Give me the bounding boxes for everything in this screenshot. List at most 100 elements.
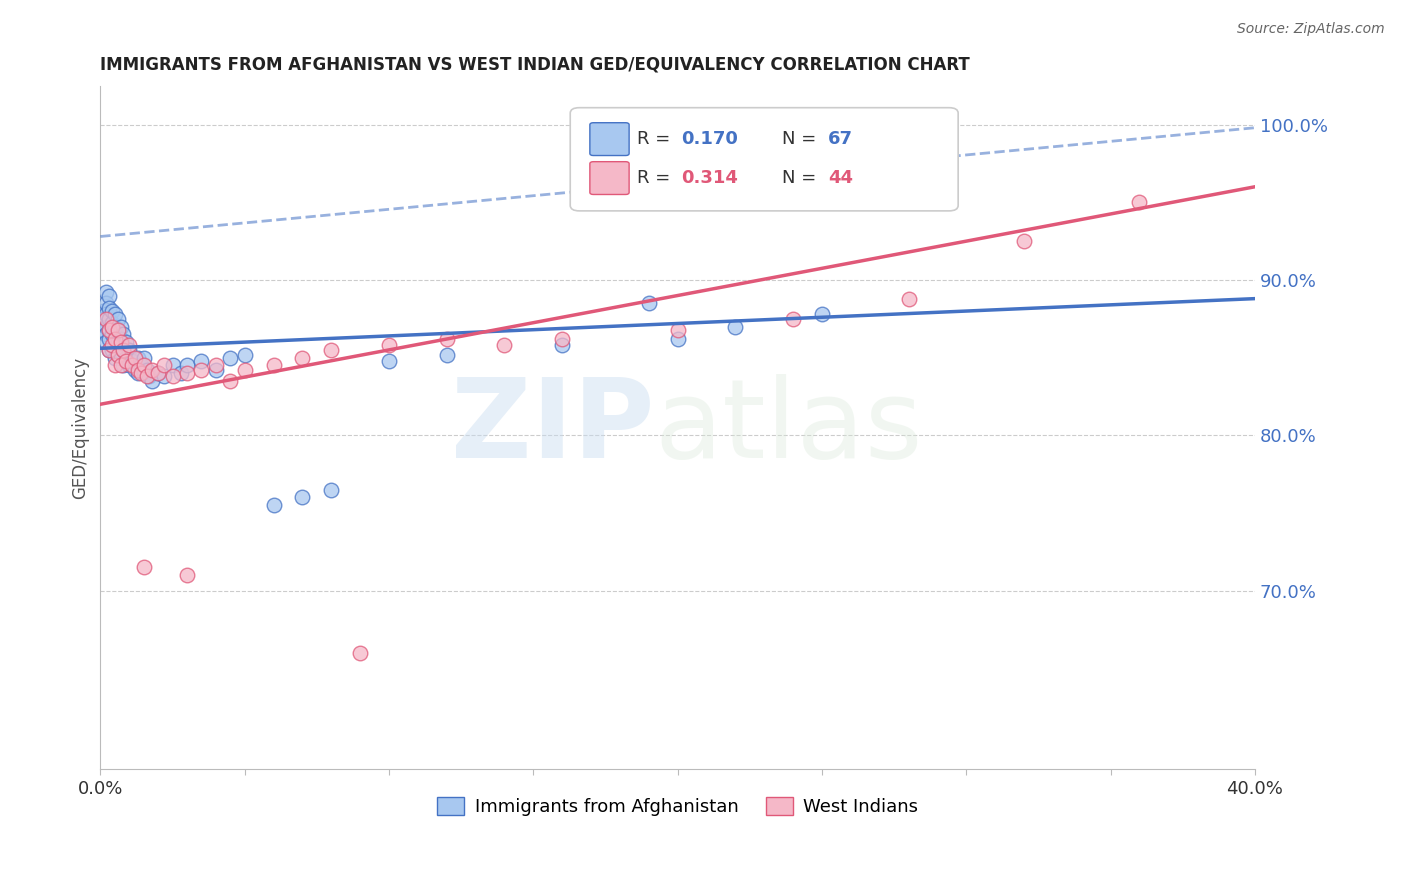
Point [118, 343, 141, 357]
Point [94, 285, 117, 300]
Point [782, 311, 804, 326]
Point [291, 491, 314, 505]
Text: N =: N = [782, 130, 821, 148]
Point [233, 347, 256, 361]
Point [724, 319, 747, 334]
Point [101, 317, 124, 331]
Point [104, 319, 127, 334]
Point [190, 353, 212, 368]
Point [291, 351, 314, 365]
Point [121, 353, 143, 368]
Point [110, 335, 132, 350]
Point [204, 359, 226, 373]
Point [146, 366, 169, 380]
Point [112, 343, 135, 357]
Point [94, 296, 117, 310]
Point [579, 128, 602, 143]
Point [124, 363, 146, 377]
Point [124, 351, 146, 365]
FancyBboxPatch shape [591, 123, 628, 155]
Point [176, 359, 198, 373]
Point [112, 343, 135, 357]
Point [94, 327, 117, 342]
Point [110, 332, 132, 346]
Point [115, 351, 138, 365]
Point [378, 353, 401, 368]
Point [162, 369, 184, 384]
Point [104, 359, 127, 373]
Point [551, 332, 574, 346]
Point [138, 369, 160, 384]
Text: atlas: atlas [655, 374, 922, 481]
Point [94, 307, 117, 321]
Point [637, 296, 659, 310]
Point [98, 288, 121, 302]
Point [129, 366, 152, 380]
Text: 0.314: 0.314 [681, 169, 738, 187]
Point [127, 366, 149, 380]
Point [107, 335, 129, 350]
FancyBboxPatch shape [571, 108, 957, 211]
Point [129, 359, 152, 373]
Point [91, 304, 114, 318]
Point [132, 560, 155, 574]
Point [112, 359, 135, 373]
Point [436, 347, 458, 361]
Point [233, 363, 256, 377]
Point [170, 366, 193, 380]
Point [104, 351, 127, 365]
Point [897, 292, 920, 306]
Y-axis label: GED/Equivalency: GED/Equivalency [72, 357, 89, 499]
Point [153, 369, 176, 384]
Point [436, 332, 458, 346]
Point [132, 366, 155, 380]
Point [110, 351, 132, 365]
Point [190, 363, 212, 377]
Point [115, 335, 138, 350]
Point [107, 323, 129, 337]
Point [107, 311, 129, 326]
Point [153, 359, 176, 373]
Point [98, 323, 121, 337]
Point [378, 338, 401, 352]
Point [132, 351, 155, 365]
Point [107, 347, 129, 361]
Point [101, 319, 124, 334]
Point [98, 343, 121, 357]
Point [104, 307, 127, 321]
Point [112, 327, 135, 342]
Point [219, 351, 242, 365]
Point [1128, 195, 1150, 210]
Point [94, 311, 117, 326]
Point [1012, 234, 1035, 248]
Point [204, 363, 226, 377]
FancyBboxPatch shape [591, 161, 628, 194]
Point [94, 335, 117, 350]
Point [94, 319, 117, 334]
Point [98, 343, 121, 357]
Point [110, 319, 132, 334]
Text: 0.170: 0.170 [681, 130, 738, 148]
Point [176, 366, 198, 380]
Text: IMMIGRANTS FROM AFGHANISTAN VS WEST INDIAN GED/EQUIVALENCY CORRELATION CHART: IMMIGRANTS FROM AFGHANISTAN VS WEST INDI… [100, 55, 970, 73]
Point [811, 307, 834, 321]
Point [98, 301, 121, 315]
Point [494, 338, 516, 352]
Point [91, 311, 114, 326]
Point [101, 343, 124, 357]
Point [107, 323, 129, 337]
Text: R =: R = [637, 130, 676, 148]
Point [263, 359, 285, 373]
Point [321, 343, 343, 357]
Text: ZIP: ZIP [451, 374, 655, 481]
Point [666, 332, 689, 346]
Text: 44: 44 [828, 169, 852, 187]
Point [263, 498, 285, 512]
Point [98, 311, 121, 326]
Point [141, 374, 163, 388]
Point [321, 483, 343, 497]
Point [127, 351, 149, 365]
Point [666, 323, 689, 337]
Text: N =: N = [782, 169, 821, 187]
Point [115, 353, 138, 368]
